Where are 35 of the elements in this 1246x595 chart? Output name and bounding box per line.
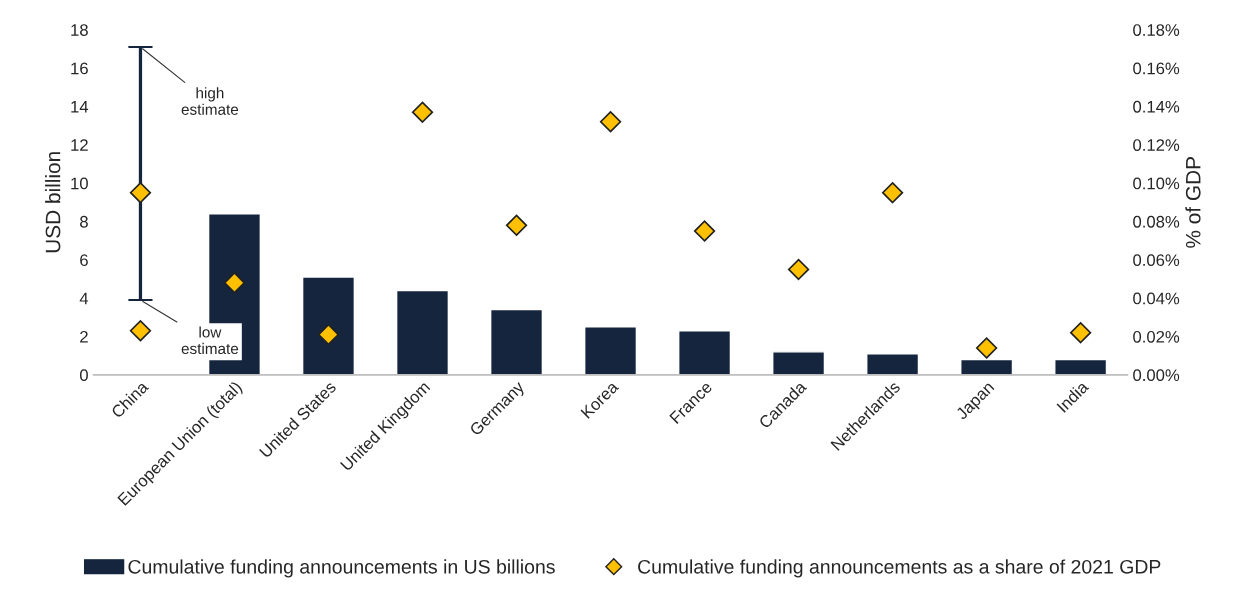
y-tick-label: 16	[71, 62, 88, 75]
y2-tick-label: 0.14%	[1133, 100, 1180, 113]
y2-tick-label: 0.06%	[1133, 254, 1180, 267]
bar	[583, 326, 638, 375]
y2-tick-label: 0.10%	[1133, 177, 1180, 190]
y-tick-label: 0	[79, 369, 88, 382]
y2-tick-label: 0.18%	[1133, 24, 1180, 36]
y2-tick-label: 0.00%	[1133, 369, 1180, 382]
y2-tick-label: 0.12%	[1133, 139, 1180, 151]
y2-tick-label: 0.02%	[1133, 330, 1180, 343]
bar	[1054, 358, 1108, 375]
bar	[866, 353, 920, 375]
y2-axis-title: % of GDP	[1185, 157, 1201, 248]
annotation: high estimate	[181, 87, 239, 115]
y-tick-label: 10	[71, 177, 88, 190]
y-tick-label: 6	[80, 254, 88, 267]
y-tick-label: 14	[71, 101, 89, 113]
legend-label: Cumulative funding announcements in US billions	[128, 559, 555, 578]
y-axis-title: USD billion	[45, 152, 61, 253]
y2-tick-label: 0.08%	[1133, 215, 1180, 228]
bar	[678, 330, 732, 375]
y-tick-label: 8	[80, 215, 88, 228]
y-tick-label: 12	[71, 139, 88, 151]
legend-label: Cumulative funding announcements as a share of 2021 GDP	[638, 559, 1161, 578]
bar	[772, 351, 826, 375]
y-tick-label: 18	[71, 24, 88, 36]
y2-tick-label: 0.04%	[1133, 292, 1180, 305]
y-tick-label: 2	[80, 330, 88, 343]
bar	[301, 276, 356, 375]
bar	[960, 358, 1014, 375]
y-tick-label: 4	[79, 292, 89, 305]
bar	[395, 289, 450, 375]
y2-tick-label: 0.16%	[1133, 62, 1180, 75]
bar	[489, 308, 544, 375]
annotation: low estimate	[181, 326, 239, 355]
